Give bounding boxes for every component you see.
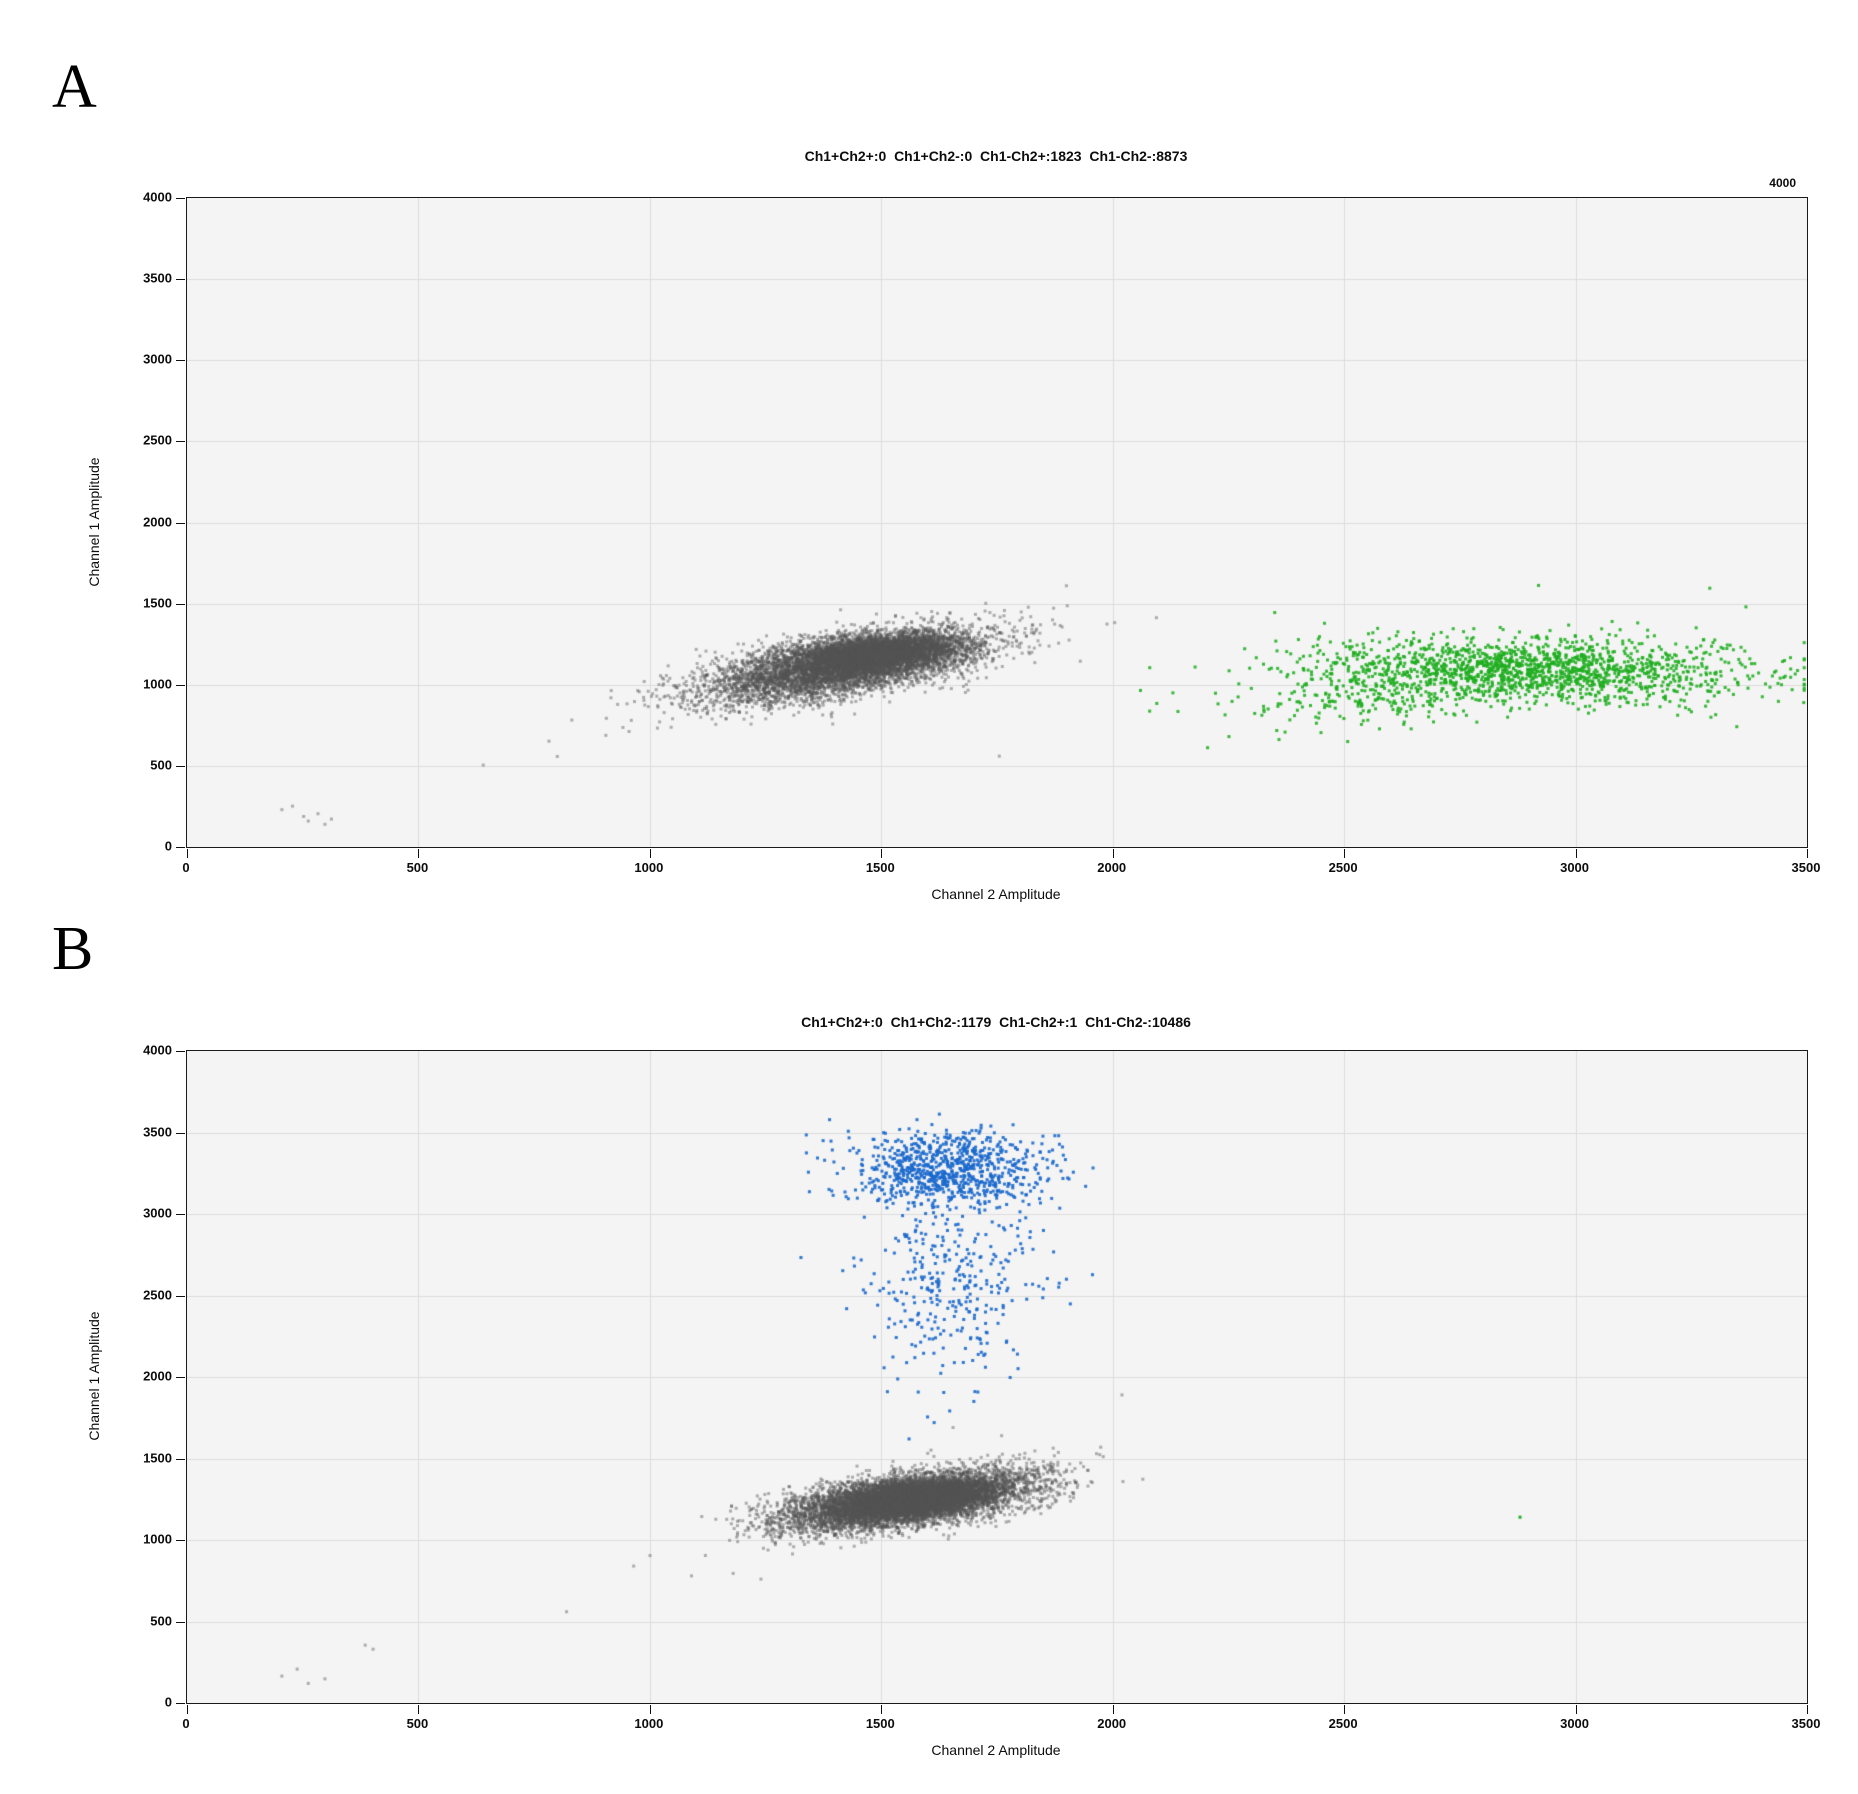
y-tick-mark bbox=[176, 1214, 185, 1215]
y-tick-mark bbox=[176, 1703, 185, 1704]
y-tick-mark bbox=[176, 360, 185, 361]
y-tick-mark bbox=[176, 1377, 185, 1378]
y-tick-mark bbox=[176, 523, 185, 524]
y-tick-label: 4000 bbox=[143, 189, 172, 205]
x-tick-mark bbox=[1576, 849, 1577, 858]
x-tick-mark bbox=[1807, 849, 1808, 858]
panel-b-label: B bbox=[52, 915, 94, 983]
x-tick-label: 1500 bbox=[865, 1716, 895, 1731]
plot-a-scatter-canvas bbox=[187, 198, 1807, 847]
x-tick-label: 2000 bbox=[1097, 860, 1127, 875]
y-tick-label: 500 bbox=[150, 757, 172, 773]
y-tick-label: 3000 bbox=[143, 1205, 172, 1221]
y-tick-mark bbox=[176, 279, 185, 280]
y-tick-label: 3500 bbox=[143, 270, 172, 286]
plot-b-title: Ch1+Ch2+:0 Ch1+Ch2-:1179 Ch1-Ch2+:1 Ch1-… bbox=[801, 1014, 1191, 1030]
x-tick-label: 2000 bbox=[1097, 1716, 1127, 1731]
x-tick-mark bbox=[650, 1705, 651, 1714]
x-tick-mark bbox=[1344, 1705, 1345, 1714]
y-tick-mark bbox=[176, 604, 185, 605]
y-tick-mark bbox=[176, 1296, 185, 1297]
plot-a-title: Ch1+Ch2+:0 Ch1+Ch2-:0 Ch1-Ch2+:1823 Ch1-… bbox=[804, 148, 1188, 164]
x-tick-mark bbox=[418, 1705, 419, 1714]
panel-a-label: A bbox=[52, 53, 97, 121]
y-tick-mark bbox=[176, 1540, 185, 1541]
x-tick-label: 2500 bbox=[1328, 860, 1358, 875]
y-tick-label: 1000 bbox=[143, 1531, 172, 1547]
y-tick-label: 0 bbox=[164, 838, 172, 854]
y-tick-label: 2000 bbox=[143, 514, 172, 529]
x-tick-label: 500 bbox=[406, 1716, 429, 1731]
x-tick-mark bbox=[418, 849, 419, 858]
x-tick-mark bbox=[650, 849, 651, 858]
plot-b-scatter-canvas bbox=[187, 1051, 1807, 1703]
x-tick-mark bbox=[1576, 1705, 1577, 1714]
plot-b-x-axis-title: Channel 2 Amplitude bbox=[931, 1742, 1061, 1758]
x-tick-label: 500 bbox=[406, 860, 429, 875]
x-tick-label: 3000 bbox=[1560, 1716, 1590, 1731]
x-tick-mark bbox=[881, 849, 882, 858]
x-tick-mark bbox=[187, 849, 188, 858]
y-tick-mark bbox=[176, 441, 185, 442]
x-tick-label: 2500 bbox=[1328, 1716, 1358, 1731]
x-tick-label: 1000 bbox=[634, 1716, 664, 1731]
x-tick-mark bbox=[1113, 1705, 1114, 1714]
y-tick-mark bbox=[176, 1051, 185, 1052]
y-tick-label: 1500 bbox=[143, 595, 172, 611]
x-tick-mark bbox=[1113, 849, 1114, 858]
plot-b-y-axis-title: Channel 1 Amplitude bbox=[86, 1311, 102, 1441]
y-tick-label: 1000 bbox=[143, 676, 172, 692]
y-tick-mark bbox=[176, 1459, 185, 1460]
y-tick-label: 2500 bbox=[143, 1287, 172, 1302]
y-tick-label: 500 bbox=[150, 1613, 172, 1628]
x-tick-mark bbox=[1344, 849, 1345, 858]
x-tick-label: 0 bbox=[182, 860, 190, 875]
x-tick-mark bbox=[1807, 1705, 1808, 1714]
y-tick-label: 3000 bbox=[143, 351, 172, 367]
plot-a-area bbox=[176, 197, 1808, 858]
x-tick-label: 0 bbox=[182, 1716, 190, 1731]
y-tick-mark bbox=[176, 766, 185, 767]
plot-a-y-axis-title: Channel 1 Amplitude bbox=[86, 456, 102, 587]
x-tick-label: 3500 bbox=[1791, 1716, 1821, 1731]
plot-b-area bbox=[176, 1050, 1808, 1714]
plot-a-x-axis-title: Channel 2 Amplitude bbox=[931, 886, 1061, 902]
plot-a-right-axis-max-label: 4000 bbox=[1769, 176, 1796, 190]
x-tick-label: 1000 bbox=[634, 860, 664, 875]
y-tick-mark bbox=[176, 1622, 185, 1623]
y-tick-label: 2000 bbox=[143, 1368, 172, 1384]
plot-a-x-tick-labels: 0 500 1000 1500 2000 2500 3000 3500 bbox=[182, 860, 1820, 876]
x-tick-mark bbox=[881, 1705, 882, 1714]
y-tick-mark bbox=[176, 685, 185, 686]
x-tick-mark bbox=[187, 1705, 188, 1714]
y-tick-mark bbox=[176, 1133, 185, 1134]
plot-b-x-tick-labels: 0 500 1000 1500 2000 2500 3000 3500 bbox=[182, 1716, 1820, 1732]
y-tick-label: 3500 bbox=[143, 1124, 172, 1139]
x-tick-label: 3500 bbox=[1791, 860, 1821, 875]
y-tick-mark bbox=[176, 847, 185, 848]
x-tick-label: 3000 bbox=[1560, 860, 1590, 875]
y-tick-label: 4000 bbox=[143, 1042, 172, 1058]
y-tick-mark bbox=[176, 198, 185, 199]
y-tick-label: 1500 bbox=[143, 1450, 172, 1465]
plot-a-y-tick-labels: 0 500 1000 1500 2000 2500 3000 3500 4000 bbox=[106, 190, 172, 854]
y-tick-label: 2500 bbox=[143, 432, 172, 448]
y-tick-label: 0 bbox=[164, 1694, 172, 1710]
plot-b-y-tick-labels: 0 500 1000 1500 2000 2500 3000 3500 4000 bbox=[106, 1043, 172, 1710]
x-tick-label: 1500 bbox=[865, 860, 895, 875]
